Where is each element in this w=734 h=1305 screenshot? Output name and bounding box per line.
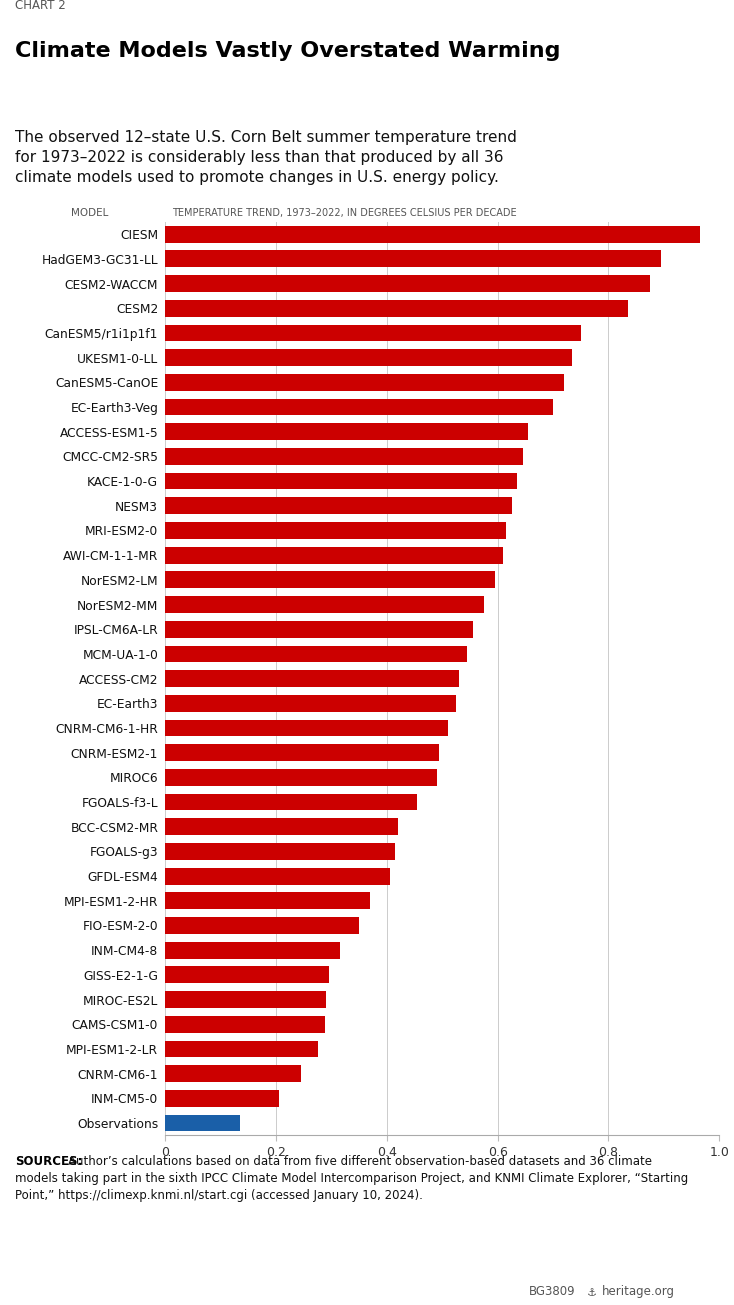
Bar bbox=[165, 621, 473, 638]
Text: Author’s calculations based on data from five different observation-based datase: Author’s calculations based on data from… bbox=[68, 1155, 652, 1168]
Bar bbox=[165, 967, 329, 983]
Bar bbox=[165, 423, 528, 440]
Bar bbox=[165, 398, 553, 415]
Bar bbox=[165, 226, 700, 243]
Bar bbox=[165, 350, 573, 365]
Bar bbox=[165, 1090, 279, 1107]
Text: SOURCES:: SOURCES: bbox=[15, 1155, 82, 1168]
Bar bbox=[165, 992, 326, 1007]
Bar bbox=[165, 325, 581, 342]
Bar bbox=[165, 472, 517, 489]
Bar bbox=[165, 1065, 301, 1082]
Bar bbox=[165, 547, 504, 564]
Bar bbox=[165, 719, 448, 736]
Bar bbox=[165, 818, 398, 835]
Bar bbox=[165, 793, 418, 810]
Bar bbox=[165, 917, 359, 934]
Bar bbox=[165, 744, 440, 761]
Bar bbox=[165, 497, 512, 514]
Bar bbox=[165, 275, 650, 292]
Text: BG3809: BG3809 bbox=[528, 1285, 575, 1298]
Bar bbox=[165, 942, 340, 959]
Bar bbox=[165, 1015, 324, 1032]
Bar bbox=[165, 375, 564, 390]
Text: The observed 12–state U.S. Corn Belt summer temperature trend
for 1973–2022 is c: The observed 12–state U.S. Corn Belt sum… bbox=[15, 129, 517, 185]
Bar bbox=[165, 694, 456, 711]
Bar bbox=[165, 522, 506, 539]
Bar bbox=[165, 448, 523, 465]
Bar bbox=[165, 1040, 318, 1057]
Bar bbox=[165, 893, 370, 910]
Bar bbox=[165, 251, 661, 268]
Text: ⚓: ⚓ bbox=[587, 1288, 597, 1298]
Text: heritage.org: heritage.org bbox=[602, 1285, 675, 1298]
Bar bbox=[165, 1114, 240, 1131]
Bar bbox=[165, 596, 484, 613]
Text: CHART 2: CHART 2 bbox=[15, 0, 65, 12]
Bar bbox=[165, 646, 467, 663]
Text: Point,” https://climexp.knmi.nl/start.cgi (accessed January 10, 2024).: Point,” https://climexp.knmi.nl/start.cg… bbox=[15, 1189, 423, 1202]
Bar bbox=[165, 868, 390, 885]
Text: TEMPERATURE TREND, 1973–2022, IN DEGREES CELSIUS PER DECADE: TEMPERATURE TREND, 1973–2022, IN DEGREES… bbox=[172, 207, 517, 218]
Text: Climate Models Vastly Overstated Warming: Climate Models Vastly Overstated Warming bbox=[15, 42, 560, 61]
Bar bbox=[165, 843, 395, 860]
Bar bbox=[165, 769, 437, 786]
Text: models taking part in the sixth IPCC Climate Model Intercomparison Project, and : models taking part in the sixth IPCC Cli… bbox=[15, 1172, 688, 1185]
Bar bbox=[165, 572, 495, 589]
Text: MODEL: MODEL bbox=[71, 207, 109, 218]
Bar bbox=[165, 300, 628, 317]
Bar bbox=[165, 671, 459, 686]
